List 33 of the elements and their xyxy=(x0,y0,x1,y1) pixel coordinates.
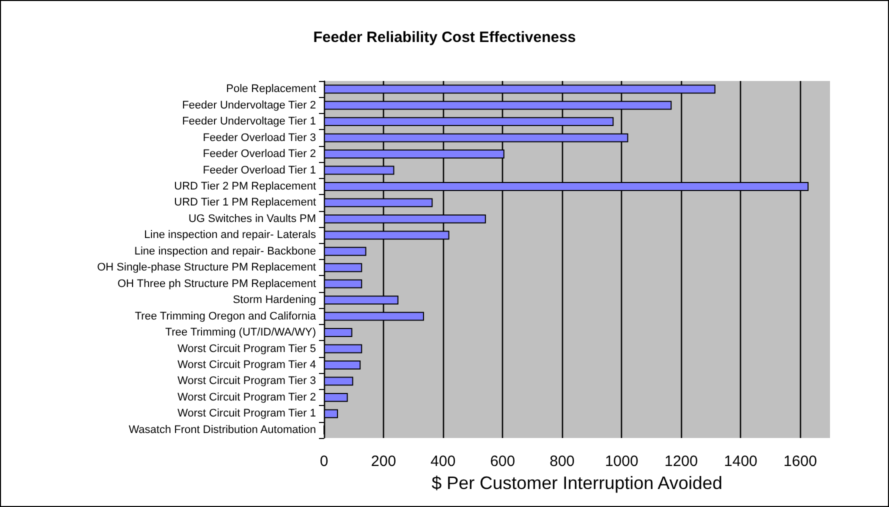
x-tick-label: 800 xyxy=(550,453,575,470)
y-tick-label: Worst Circuit Program Tier 2 xyxy=(177,391,316,404)
y-tick-label: Worst Circuit Program Tier 1 xyxy=(177,408,316,420)
x-tick-label: 0 xyxy=(320,453,328,470)
y-tick-label: Pole Replacement xyxy=(226,83,316,96)
x-tick-label: 200 xyxy=(371,453,396,470)
y-tick-label: URD Tier 2 PM Replacement xyxy=(174,180,316,192)
chart-title: Feeder Reliability Cost Effectiveness xyxy=(313,29,576,46)
y-tick-label: Worst Circuit Program Tier 3 xyxy=(177,375,316,388)
x-tick-label: 1200 xyxy=(664,453,698,470)
y-tick-label: OH Single-phase Structure PM Replacement xyxy=(97,262,316,274)
y-tick-label: OH Three ph Structure PM Replacement xyxy=(118,278,316,290)
y-tick-label: Feeder Undervoltage Tier 2 xyxy=(182,99,316,112)
x-tick-label: 1000 xyxy=(604,453,638,470)
y-tick-label: Wasatch Front Distribution Automation xyxy=(128,424,316,436)
x-tick-label: 1600 xyxy=(784,453,817,470)
y-tick-label: Feeder Undervoltage Tier 1 xyxy=(182,116,316,128)
x-tick-label: 1400 xyxy=(724,453,758,470)
y-tick-label: Storm Hardening xyxy=(232,294,316,306)
y-tick-label: Line inspection and repair- Backbone xyxy=(134,245,316,258)
y-tick-label: Feeder Overload Tier 3 xyxy=(202,132,316,144)
y-tick-label: Tree Trimming Oregon and California xyxy=(134,310,317,322)
x-axis-title: $ Per Customer Interruption Avoided xyxy=(432,473,722,493)
y-tick-label: UG Switches in Vaults PM xyxy=(188,212,316,225)
y-tick-label: Worst Circuit Program Tier 4 xyxy=(177,358,316,371)
x-tick-label: 600 xyxy=(490,453,516,470)
y-tick-label: Worst Circuit Program Tier 5 xyxy=(177,342,316,355)
y-tick-label: Line inspection and repair- Laterals xyxy=(144,229,316,242)
y-tick-label: Feeder Overload Tier 2 xyxy=(202,148,316,160)
y-tick-label: URD Tier 1 PM Replacement xyxy=(174,196,316,209)
y-tick-label: Tree Trimming (UT/ID/WA/WY) xyxy=(165,326,316,339)
x-tick-label: 400 xyxy=(430,453,456,470)
y-tick-label: Feeder Overload Tier 1 xyxy=(202,164,316,176)
